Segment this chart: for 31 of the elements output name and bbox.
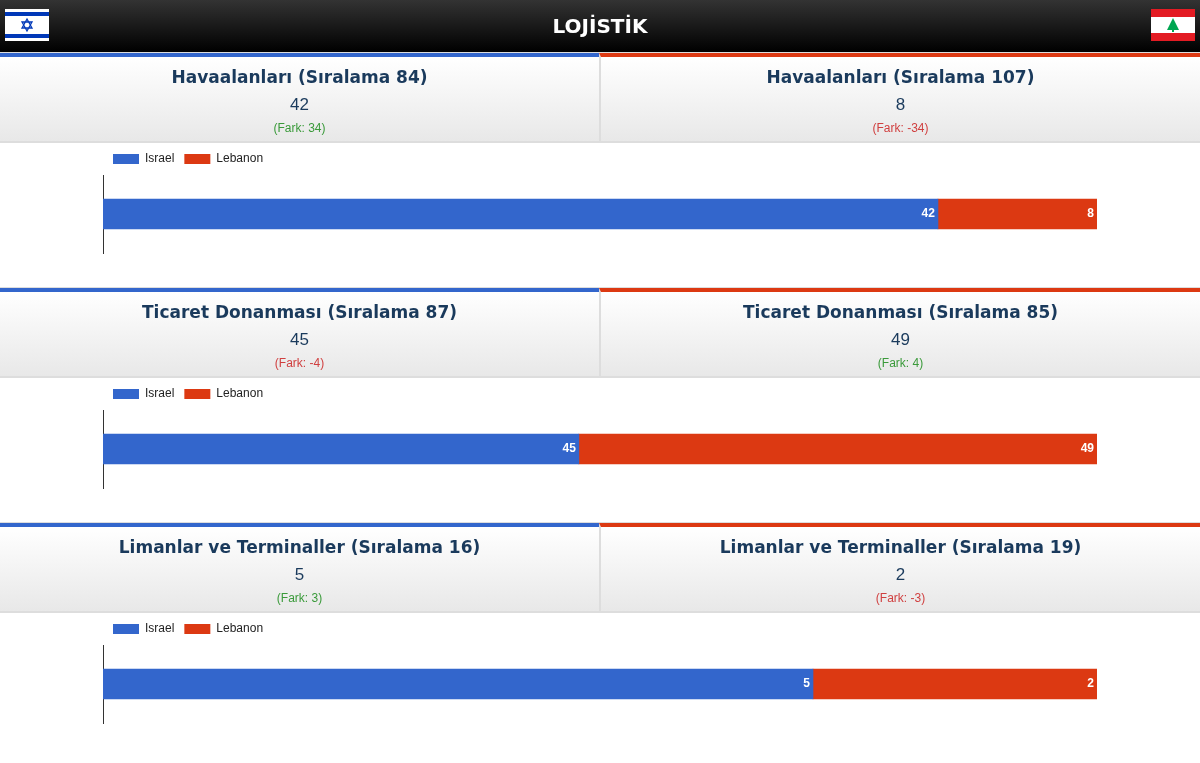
data-label: 45 xyxy=(562,441,577,456)
text: (Fark: 34) xyxy=(272,121,327,135)
text: Limanlar ve Terminaller (Sıralama 16) xyxy=(117,537,482,557)
text: Havaalanları (Sıralama 84) xyxy=(170,67,429,87)
legend-label: Israel xyxy=(145,386,175,401)
text: (Fark: -4) xyxy=(273,356,326,370)
data-label: 42 xyxy=(921,206,936,221)
text: Ticaret Donanması (Sıralama 87) xyxy=(141,302,458,322)
legend-label: Israel xyxy=(145,621,175,636)
text: (Fark: 3) xyxy=(275,591,324,605)
legend-label: Lebanon xyxy=(216,151,264,166)
legend-label: Israel xyxy=(145,151,175,166)
text: Limanlar ve Terminaller (Sıralama 19) xyxy=(718,537,1083,557)
text: 5 xyxy=(293,565,306,585)
text: 49 xyxy=(890,330,911,350)
text: 8 xyxy=(894,95,907,115)
text: 42 xyxy=(289,95,310,115)
text: Ticaret Donanması (Sıralama 85) xyxy=(742,302,1059,322)
legend-label: Lebanon xyxy=(216,386,264,401)
text: Havaalanları (Sıralama 107) xyxy=(765,67,1036,87)
data-label: 49 xyxy=(1080,441,1095,456)
text: (Fark: -3) xyxy=(874,591,927,605)
text: 45 xyxy=(289,330,310,350)
data-label: 8 xyxy=(1087,206,1095,221)
legend-label: Lebanon xyxy=(216,621,264,636)
text: (Fark: 4) xyxy=(876,356,925,370)
data-label: 5 xyxy=(803,676,811,691)
text: 2 xyxy=(894,565,907,585)
data-label: 2 xyxy=(1087,676,1095,691)
chart-title: LOJİSTİK xyxy=(0,0,1200,52)
text: (Fark: -34) xyxy=(871,121,930,135)
